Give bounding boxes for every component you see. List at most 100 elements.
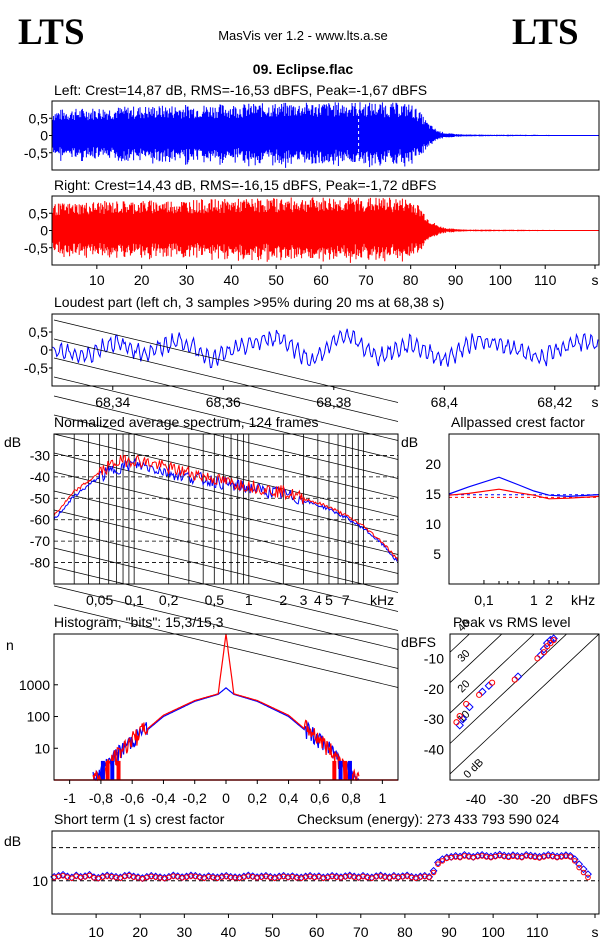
short-crest-right-point: [161, 875, 168, 882]
peak-rms-left-point: [458, 714, 468, 724]
histogram-xtick: 0: [222, 790, 230, 806]
short-crest-right-point: [426, 874, 432, 881]
short-crest-xtick: 100: [481, 924, 505, 940]
histogram-ytick: 100: [27, 709, 51, 725]
spectrum-left-line: [53, 457, 398, 562]
histogram-tail-bar: [116, 760, 121, 780]
peak-rms-crest-line: [449, 633, 567, 744]
short-crest-xtick: 30: [177, 924, 193, 940]
spectrum-ytick: -70: [30, 533, 50, 549]
peak-rms-right-point: [540, 649, 548, 656]
histogram-frame: [53, 633, 399, 781]
histogram-tail-bar: [110, 760, 115, 780]
short-crest-right-point: [413, 875, 419, 881]
histogram-xtick: -0,6: [120, 790, 144, 806]
logo-right: LTS: [512, 12, 579, 53]
right-waveform-xtick: 40: [224, 272, 240, 288]
peak-rms-right-point: [550, 636, 557, 644]
right-waveform-ytick: 0: [40, 223, 48, 239]
spectrum-slope-line: [53, 395, 399, 479]
peak-rms-right-point: [534, 655, 541, 662]
right-waveform-xtick: 110: [534, 272, 557, 288]
spectrum-ytick: -40: [30, 469, 50, 485]
app-info: MasVis ver 1.2 - www.lts.a.se: [218, 28, 388, 43]
spectrum-slope-line: [53, 471, 399, 555]
spectrum-xtick: 2: [279, 592, 287, 608]
short-crest-right-point: [386, 875, 393, 881]
right-waveform-xtick: 20: [134, 272, 150, 288]
short-crest-right-point: [571, 858, 578, 864]
histogram-tail-bar: [347, 760, 352, 780]
spectrum-slope-line: [53, 414, 399, 498]
peak-rms-right-point: [547, 640, 554, 647]
right-waveform-xtick: 100: [489, 272, 513, 288]
spectrum-frame: [53, 433, 399, 585]
histogram-tail-bar: [332, 760, 337, 780]
short-crest-ytick: 10: [32, 873, 48, 889]
peak-rms-left-point: [539, 644, 549, 654]
short-crest-right-point: [201, 875, 207, 881]
spectrum-xlabel: kHz: [370, 592, 394, 608]
short-crest-right-point: [117, 875, 124, 881]
spectrum-ytick: -30: [30, 447, 50, 463]
spectrum-chart: -30 -40 -50 -60 -70 -80 0,05 0,1 0,2 0,5 1 2 3 4 5 7: [30, 319, 399, 688]
short-crest-right-point: [77, 874, 84, 881]
short-term-crest-title: Short term (1 s) crest factor: [54, 811, 225, 827]
histogram-tail-bar: [343, 760, 348, 780]
histogram-xtick: -0,2: [183, 790, 207, 806]
short-crest-right-point: [214, 875, 221, 881]
crest-allpassed-chart: 20 15 10 5 0,1 1 2: [425, 433, 600, 608]
spectrum-xtick: 0,05: [86, 592, 113, 608]
crest-ytick: 5: [433, 546, 441, 562]
left-waveform-ytick: 0,5: [29, 110, 49, 126]
short-crest-left-point: [570, 855, 579, 864]
right-waveform-xtick: 70: [358, 272, 374, 288]
spectrum-xtick: 0,2: [159, 592, 179, 608]
short-crest-left-point: [566, 851, 575, 860]
histogram-chart: 1000 100 10 -1 -0,8 -0,6 -0,4 -0,2 0 0,2 0,4 0,6 0,8…: [19, 633, 399, 806]
short-crest-xtick: 50: [265, 924, 281, 940]
histogram-tail-bar: [105, 760, 110, 780]
short-crest-xtick: 70: [353, 924, 369, 940]
loudest-part-xtick: 68,4: [431, 394, 458, 410]
peak-rms-crest-label: 0 dB: [462, 757, 486, 781]
left-waveform-frame: [51, 100, 600, 171]
spectrum-slope-line: [53, 376, 399, 460]
short-crest-right-point: [69, 875, 75, 881]
spectrum-ytick: -50: [30, 490, 50, 506]
left-waveform-chart: 0,5 0-0,5: [24, 100, 600, 171]
spectrum-slope-line: [53, 490, 399, 574]
short-crest-right-point: [435, 861, 441, 868]
spectrum-slope-line: [53, 452, 399, 536]
peak-rms-ylabel: dBFS: [401, 634, 436, 650]
peak-rms-xlabel: dBFS: [563, 791, 598, 807]
short-crest-right-point: [395, 874, 402, 881]
short-crest-xtick: 80: [397, 924, 413, 940]
histogram-ytick: 1000: [19, 677, 50, 693]
short-crest-right-point: [369, 875, 375, 881]
spectrum-slope-line: [53, 528, 399, 612]
peak-rms-ytick: -30: [424, 711, 444, 727]
crest-right-line: [448, 488, 600, 500]
loudest-part-xtick: s: [592, 394, 599, 410]
loudest-part-xtick: 68,42: [537, 394, 572, 410]
peak-rms-frame: [449, 633, 600, 781]
spectrum-ylabel: dB: [4, 434, 21, 450]
peak-rms-left-point: [513, 672, 523, 681]
right-waveform-ytick: -0,5: [24, 240, 48, 256]
peak-rms-xtick: -30: [498, 791, 518, 807]
short-crest-right-point: [271, 875, 278, 881]
peak-rms-ytick: -20: [424, 681, 444, 697]
short-crest-xtick: 60: [309, 924, 325, 940]
spectrum-slope-line: [53, 319, 399, 403]
histogram-xtick: 1: [378, 790, 386, 806]
peak-rms-right-point: [453, 719, 460, 726]
peak-rms-left-point: [478, 687, 487, 697]
histogram-xtick: 0,2: [248, 790, 268, 806]
histogram-xtick: 0,6: [310, 790, 330, 806]
right-waveform-frame: [51, 195, 600, 266]
loudest-part-line: [51, 328, 599, 369]
peak-rms-xtick: -20: [531, 791, 551, 807]
histogram-xtick: -1: [63, 790, 76, 806]
